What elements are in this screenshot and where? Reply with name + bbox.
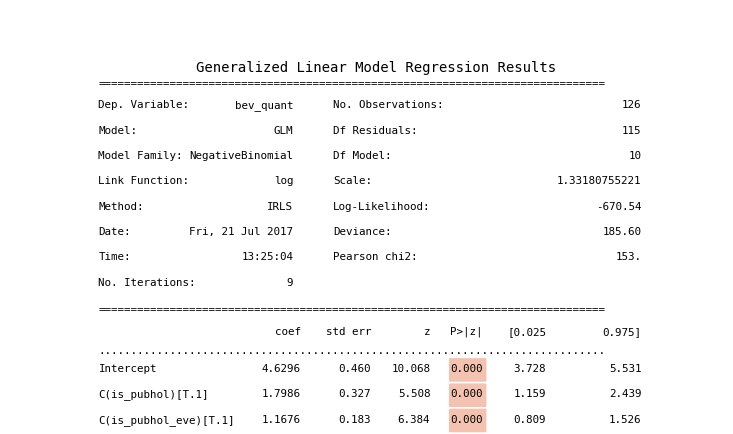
Text: 1.1676: 1.1676: [262, 414, 301, 424]
Text: 2.439: 2.439: [609, 388, 641, 398]
Text: 153.: 153.: [616, 252, 641, 262]
Text: Pearson chi2:: Pearson chi2:: [333, 252, 418, 262]
Text: 0.327: 0.327: [339, 388, 371, 398]
Text: Dep. Variable:: Dep. Variable:: [98, 100, 189, 110]
Text: 0.183: 0.183: [339, 414, 371, 424]
Text: 10.068: 10.068: [391, 363, 430, 373]
Text: Log-Likelihood:: Log-Likelihood:: [333, 201, 430, 211]
Text: Method:: Method:: [98, 201, 144, 211]
Text: Date:: Date:: [98, 227, 131, 237]
Text: Link Function:: Link Function:: [98, 176, 189, 186]
Text: 126: 126: [622, 100, 641, 110]
Text: ==============================================================================: ========================================…: [98, 305, 605, 315]
Text: NegativeBinomial: NegativeBinomial: [189, 151, 293, 161]
Text: z: z: [424, 326, 430, 336]
Text: 10: 10: [628, 151, 641, 161]
Text: 1.526: 1.526: [609, 414, 641, 424]
Text: 0.460: 0.460: [339, 363, 371, 373]
Text: Fri, 21 Jul 2017: Fri, 21 Jul 2017: [189, 227, 293, 237]
Text: GLM: GLM: [274, 125, 293, 135]
Text: 9: 9: [287, 277, 293, 287]
Text: Df Residuals:: Df Residuals:: [333, 125, 418, 135]
Text: C(is_pubhol)[T.1]: C(is_pubhol)[T.1]: [98, 388, 209, 399]
Text: 3.728: 3.728: [514, 363, 546, 373]
Text: Model Family:: Model Family:: [98, 151, 183, 161]
Text: std err: std err: [325, 326, 371, 336]
Text: 5.531: 5.531: [609, 363, 641, 373]
FancyBboxPatch shape: [449, 409, 487, 432]
Text: P>|z|: P>|z|: [450, 326, 482, 337]
Text: IRLS: IRLS: [268, 201, 293, 211]
Text: ..............................................................................: ........................................…: [98, 345, 605, 355]
Text: 0.000: 0.000: [450, 414, 482, 424]
Text: 6.384: 6.384: [398, 414, 430, 424]
Text: 0.000: 0.000: [450, 388, 482, 398]
Text: -670.54: -670.54: [596, 201, 641, 211]
Text: Generalized Linear Model Regression Results: Generalized Linear Model Regression Resu…: [196, 60, 556, 74]
Text: Scale:: Scale:: [333, 176, 372, 186]
Text: [0.025: [0.025: [507, 326, 546, 336]
Text: log: log: [274, 176, 293, 186]
Text: ==============================================================================: ========================================…: [98, 79, 605, 89]
Text: Intercept: Intercept: [98, 363, 157, 373]
Text: 185.60: 185.60: [603, 227, 641, 237]
Text: Df Model:: Df Model:: [333, 151, 391, 161]
Text: Model:: Model:: [98, 125, 138, 135]
Text: 1.33180755221: 1.33180755221: [557, 176, 641, 186]
Text: No. Observations:: No. Observations:: [333, 100, 443, 110]
Text: 0.975]: 0.975]: [603, 326, 641, 336]
Text: 115: 115: [622, 125, 641, 135]
FancyBboxPatch shape: [449, 358, 487, 382]
Text: 0.000: 0.000: [450, 363, 482, 373]
Text: Deviance:: Deviance:: [333, 227, 391, 237]
FancyBboxPatch shape: [449, 384, 487, 407]
Text: Time:: Time:: [98, 252, 131, 262]
Text: coef: coef: [275, 326, 301, 336]
Text: C(is_pubhol_eve)[T.1]: C(is_pubhol_eve)[T.1]: [98, 414, 235, 424]
Text: 4.6296: 4.6296: [262, 363, 301, 373]
Text: 13:25:04: 13:25:04: [241, 252, 293, 262]
Text: 0.809: 0.809: [514, 414, 546, 424]
Text: 5.508: 5.508: [398, 388, 430, 398]
Text: 1.159: 1.159: [514, 388, 546, 398]
Text: No. Iterations:: No. Iterations:: [98, 277, 196, 287]
Text: 1.7986: 1.7986: [262, 388, 301, 398]
Text: bev_quant: bev_quant: [235, 100, 293, 111]
